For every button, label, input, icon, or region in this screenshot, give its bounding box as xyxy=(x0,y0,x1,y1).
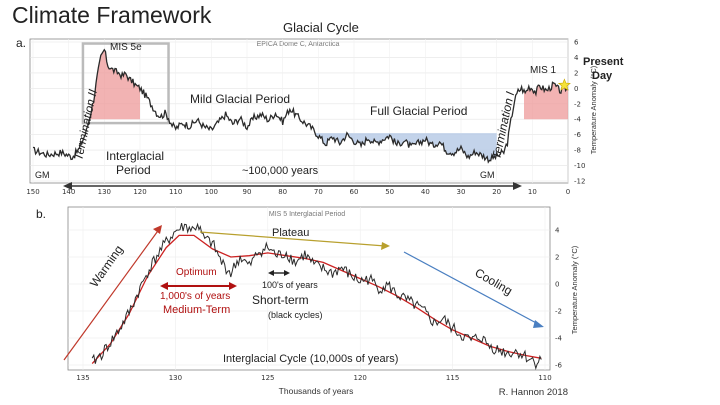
panel-a-y-tick-label: 4 xyxy=(574,54,579,62)
panel-a-x-ticks: 150 140 130 120 110 100 90 80 70 60 50 40 30 20 10 0 xyxy=(26,188,570,196)
panel-a-subtitle: EPICA Dome C, Antarctica xyxy=(257,41,340,48)
cycle-arrow-head-right xyxy=(513,182,522,190)
cycle-arrow-head-left xyxy=(63,182,72,190)
present-day-star-icon xyxy=(557,78,571,91)
panel-a-x-tick-label: 50 xyxy=(385,188,394,196)
panel-a-x-tick-label: 20 xyxy=(492,188,501,196)
smoothed-fit-curve xyxy=(91,234,542,365)
gm-left-label: GM xyxy=(35,170,50,180)
cycle-length-label: ~100,000 years xyxy=(242,165,319,177)
mis5e-highlight-box xyxy=(81,42,170,125)
panel-a-y-axis-label: Temperature Anomaly (°C) xyxy=(589,65,598,154)
panel-b-y-ticks: 4 2 0 -2 -4 -6 xyxy=(555,227,563,370)
short-arrow-head-right xyxy=(284,270,290,276)
optimum-arrow-head-right xyxy=(229,282,237,290)
panel-b-x-tick-label: 125 xyxy=(261,374,274,382)
slide-title: Climate Framework xyxy=(12,2,212,28)
panel-a-x-tick-label: 0 xyxy=(566,188,570,196)
panel-b-y-tick-label: -6 xyxy=(555,362,563,370)
plateau-arrow xyxy=(199,231,386,247)
cooling-arrow-head xyxy=(533,320,544,328)
plateau-label: Plateau xyxy=(272,227,309,239)
panel-b-y-tick-label: -4 xyxy=(555,335,563,343)
panel-a-x-tick-label: 10 xyxy=(528,188,537,196)
short-arrow-head-left xyxy=(268,270,274,276)
panel-b-x-tick-label: 115 xyxy=(446,374,459,382)
credit-text: R. Hannon 2018 xyxy=(498,387,568,398)
panel-b-frame xyxy=(67,206,551,371)
warming-arrow xyxy=(63,227,161,361)
mis5-temperature-curve xyxy=(91,222,542,371)
full-glacial-label: Full Glacial Period xyxy=(370,104,467,118)
epica-temperature-curve xyxy=(32,48,569,164)
panel-b-y-tick-label: 4 xyxy=(555,227,560,235)
panel-a-label: a. xyxy=(16,36,26,50)
short-term-label: Short-term xyxy=(252,293,309,307)
panel-b-label: b. xyxy=(36,207,46,221)
panel-b-x-tick-label: 110 xyxy=(538,374,551,382)
present-day-line2: Day xyxy=(592,70,613,82)
panel-a-x-tick-label: 70 xyxy=(314,188,323,196)
plateau-arrow-head xyxy=(381,242,390,250)
interglacial-warm-fill xyxy=(90,49,140,120)
optimum-arrow-head-left xyxy=(160,282,168,290)
panel-b-x-tick-label: 130 xyxy=(169,374,182,382)
warming-arrow-head xyxy=(153,225,162,234)
optimum-label: Optimum xyxy=(176,267,217,278)
panel-b-x-ticks: 135 130 125 120 115 110 xyxy=(76,374,551,382)
panel-b-y-tick-label: -2 xyxy=(555,308,562,316)
panel-a-x-tick-label: 140 xyxy=(62,188,75,196)
panel-a-x-tick-label: 130 xyxy=(98,188,111,196)
panel-b-x-axis-label: Thousands of years xyxy=(279,386,354,396)
panel-a-y-tick-label: 6 xyxy=(574,39,579,47)
panel-a-y-tick-label: 2 xyxy=(574,69,578,77)
mis5e-label: MIS 5e xyxy=(110,42,142,53)
panel-a-x-tick-label: 80 xyxy=(278,188,287,196)
panel-a-x-tick-label: 110 xyxy=(169,188,182,196)
panel-a-y-tick-label: -10 xyxy=(574,162,585,170)
panel-a-y-tick-label: -2 xyxy=(574,100,581,108)
interglacial-cycle-label: Interglacial Cycle (10,000s of years) xyxy=(223,353,398,365)
panel-a-x-tick-label: 150 xyxy=(26,188,39,196)
panel-a-x-tick-label: 40 xyxy=(421,188,430,196)
panel-a-title: Glacial Cycle xyxy=(283,20,359,35)
panel-a-y-tick-label: -4 xyxy=(574,116,582,124)
panel-b-x-tick-label: 135 xyxy=(76,374,89,382)
cooling-arrow xyxy=(403,251,541,326)
gm-right-label: GM xyxy=(480,170,495,180)
interglacial-label-line2: Period xyxy=(116,163,151,177)
short-term-duration-label: 100's of years xyxy=(262,280,318,290)
panel-a-y-tick-label: 0 xyxy=(574,85,578,93)
mild-glacial-label: Mild Glacial Period xyxy=(190,92,290,106)
panel-b: b. MIS 5 Interglacial Period 135 130 125 12… xyxy=(36,206,579,396)
panel-a-x-tick-label: 120 xyxy=(133,188,146,196)
panel-b-title: MIS 5 Interglacial Period xyxy=(269,211,345,218)
panel-b-x-tick-label: 120 xyxy=(354,374,367,382)
panel-a-y-ticks: 6 4 2 0 -2 -4 -6 -8 -10 -12 xyxy=(574,39,585,186)
black-cycles-label: (black cycles) xyxy=(268,310,323,320)
mis1-label: MIS 1 xyxy=(530,65,557,76)
panel-a: a. Glacial Cycle EPICA Dome C, Antarctic… xyxy=(16,20,624,196)
panel-a-y-tick-label: -6 xyxy=(574,131,582,139)
panel-a-x-tick-label: 100 xyxy=(205,188,218,196)
panel-a-y-tick-label: -8 xyxy=(574,147,581,155)
holocene-warm-fill xyxy=(524,82,568,120)
panel-b-y-axis-label: Temperature Anomaly (°C) xyxy=(570,245,579,334)
panel-a-y-tick-label: -12 xyxy=(574,178,585,186)
panel-a-x-tick-label: 90 xyxy=(243,188,252,196)
present-day-line1: Present xyxy=(583,56,624,68)
panel-a-x-tick-label: 60 xyxy=(350,188,359,196)
optimum-duration-label: 1,000's of years xyxy=(160,291,230,302)
panel-b-y-tick-label: 0 xyxy=(555,281,559,289)
panel-a-x-tick-label: 30 xyxy=(457,188,466,196)
interglacial-label-line1: Interglacial xyxy=(106,149,164,163)
panel-b-y-tick-label: 2 xyxy=(555,254,559,262)
medium-term-label: Medium-Term xyxy=(163,304,230,316)
